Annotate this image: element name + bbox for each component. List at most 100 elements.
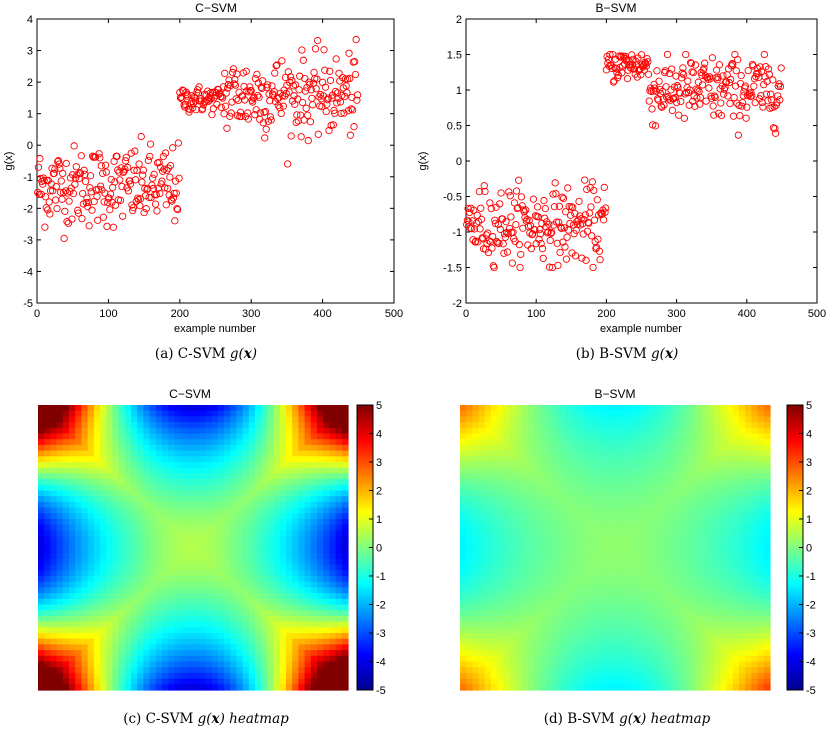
panel-d-cell xyxy=(615,416,622,423)
panel-c-cell xyxy=(224,633,231,640)
panel-c-cell xyxy=(199,416,206,423)
panel-c-cell xyxy=(341,462,349,469)
panel-c-cell xyxy=(286,422,293,429)
panel-c-cell xyxy=(180,610,188,617)
panel-d-cell xyxy=(677,422,684,429)
panel-c-cell xyxy=(87,444,95,452)
panel-c-cell xyxy=(149,416,157,423)
panel-c-cell xyxy=(310,410,318,417)
panel-c-cell xyxy=(217,439,225,446)
panel-c-cell xyxy=(217,422,225,429)
panel-c-cell xyxy=(224,661,231,668)
panel-c-cell xyxy=(155,610,163,617)
panel-a-point xyxy=(262,125,270,133)
panel-c-colorbar-tick-label: 1 xyxy=(376,514,382,526)
panel-b-point xyxy=(487,204,495,213)
panel-c-cell xyxy=(168,638,175,645)
panel-d-cell xyxy=(466,405,473,412)
panel-c-cell xyxy=(180,524,188,531)
panel-c-cell xyxy=(174,570,182,577)
panel-d-cell xyxy=(652,473,659,480)
panel-d-cell xyxy=(757,462,765,469)
panel-d-cell xyxy=(590,456,597,463)
panel-c-cell xyxy=(112,650,120,657)
panel-d-cell xyxy=(590,564,597,571)
panel-c-cell xyxy=(124,524,132,531)
panel-a-point xyxy=(286,73,295,81)
panel-d-cell xyxy=(664,507,672,514)
panel-c-cell xyxy=(248,672,256,680)
panel-c-cell xyxy=(248,473,256,480)
panel-c-cell xyxy=(69,444,76,452)
panel-a-point xyxy=(158,177,166,185)
panel-c-cell xyxy=(242,615,250,623)
panel-d-cell xyxy=(571,524,579,531)
panel-d-cell xyxy=(708,439,715,446)
panel-c-cell xyxy=(124,633,132,640)
panel-d-cell xyxy=(677,490,684,497)
panel-c-cell xyxy=(323,672,330,680)
panel-d-cell xyxy=(522,422,529,429)
panel-d-cell xyxy=(726,405,734,412)
panel-c-cell xyxy=(38,450,45,457)
panel-c-cell xyxy=(44,598,51,606)
panel-d-cell xyxy=(534,456,542,463)
panel-c-cell xyxy=(124,422,132,429)
panel-c-cell xyxy=(137,473,144,480)
panel-c-cell xyxy=(273,547,281,554)
panel-d-cell xyxy=(546,473,554,480)
panel-b-point xyxy=(759,103,767,111)
panel-a-point xyxy=(253,70,261,79)
panel-c-cell xyxy=(230,587,237,594)
panel-c-cell xyxy=(124,547,132,554)
panel-c-cell xyxy=(267,587,275,594)
panel-c-cell xyxy=(155,513,163,520)
panel-c-cell xyxy=(56,661,64,668)
panel-c-cell xyxy=(87,536,95,543)
panel-d-cell xyxy=(633,564,641,571)
panel-a-point xyxy=(272,62,280,70)
panel-b-xtick-label: 400 xyxy=(738,308,756,320)
panel-c-cell xyxy=(317,439,324,446)
panel-c-cell xyxy=(162,433,169,440)
panel-b-point xyxy=(668,65,676,73)
panel-c-cell xyxy=(193,558,200,566)
panel-c-cell xyxy=(81,621,89,628)
panel-b-xtick-label: 300 xyxy=(667,308,685,320)
panel-c-cell xyxy=(341,678,349,685)
panel-c-cell xyxy=(199,501,206,509)
panel-c-cell xyxy=(131,564,138,571)
panel-d-cell xyxy=(571,507,579,514)
panel-c-cell xyxy=(124,621,132,628)
panel-d-cell xyxy=(484,405,492,412)
panel-c-cell xyxy=(180,564,188,571)
panel-c-cell xyxy=(298,541,306,549)
panel-d-cell xyxy=(670,467,678,474)
panel-d-cell xyxy=(658,507,666,514)
panel-c-cell xyxy=(199,576,206,583)
panel-d-cell xyxy=(602,519,610,526)
panel-c-cell xyxy=(273,564,281,571)
panel-c-cell xyxy=(124,581,132,588)
panel-d-cell xyxy=(714,422,721,429)
panel-c-cell xyxy=(93,439,101,446)
panel-d-cell xyxy=(460,564,467,571)
panel-c-cell xyxy=(131,558,138,566)
panel-c-cell xyxy=(292,558,299,566)
panel-c-cell xyxy=(131,530,138,537)
panel-c-cell xyxy=(298,661,306,668)
panel-c-colorbar-tick-label: 5 xyxy=(376,400,382,412)
panel-a-xtick-label: 500 xyxy=(385,308,403,320)
panel-c-cell xyxy=(186,530,194,537)
panel-d-cell xyxy=(577,427,585,435)
panel-c-cell xyxy=(162,655,169,663)
panel-d-cell xyxy=(615,553,622,560)
panel-c-cell xyxy=(261,564,268,571)
panel-c-cell xyxy=(193,667,200,674)
panel-c-cell xyxy=(44,524,51,531)
panel-d-cell xyxy=(553,536,560,543)
panel-d-cell xyxy=(559,462,566,469)
panel-d-cell xyxy=(726,427,734,435)
panel-c-cell xyxy=(137,530,144,537)
panel-d-cell xyxy=(745,433,752,440)
